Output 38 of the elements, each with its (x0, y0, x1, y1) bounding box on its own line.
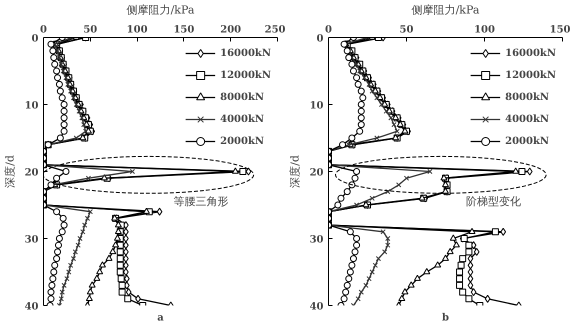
legend-label: 12000kN (220, 70, 271, 80)
text: a (157, 312, 164, 324)
y-tick-label: 20 (310, 168, 324, 178)
legend-label: 8000kN (505, 92, 550, 102)
y-tick-label: 10 (310, 100, 324, 112)
annotation: 等腰三角形 (173, 194, 228, 208)
legend-label: 8000kN (220, 92, 264, 102)
x-tick-label: 0 (325, 24, 332, 36)
y-tick-label: 10 (24, 100, 39, 112)
legend-label: 16000kN (505, 48, 556, 58)
legend-label: 4000kN (505, 114, 550, 124)
y-axis-title: 深度/d (4, 155, 17, 188)
x-axis-title: 侧摩阻力/kPa (412, 4, 480, 16)
x-tick-label: 150 (550, 24, 571, 36)
legend-label: 12000kN (505, 70, 556, 80)
y-tick-label: 30 (310, 234, 324, 246)
y-tick-label: 40 (310, 302, 324, 312)
x-tick-label: 50 (400, 24, 414, 36)
y-tick-label: 20 (24, 168, 39, 178)
y-tick-label: 40 (24, 302, 39, 312)
x-tick-label: 250 (264, 24, 286, 36)
legend-label: 16000kN (220, 48, 271, 58)
y-tick-label: 30 (24, 234, 39, 246)
x-tick-label: 200 (220, 24, 242, 36)
legend-label: 2000kN (505, 136, 550, 146)
y-tick-label: 0 (316, 34, 324, 44)
y-tick-label: 0 (32, 34, 39, 44)
y-axis-title: 深度/d (288, 155, 302, 188)
legend-label: 4000kN (220, 114, 264, 124)
x-tick-label: 100 (126, 24, 148, 36)
x-tick-label: 50 (83, 24, 98, 36)
legend-label: 2000kN (220, 136, 264, 146)
x-axis-title: 侧摩阻力/kPa (126, 4, 195, 16)
x-tick-label: 100 (474, 24, 495, 36)
annotation: 阶梯型变化 (466, 194, 521, 208)
x-tick-label: 150 (173, 24, 194, 36)
text: b (442, 312, 450, 324)
x-tick-label: 0 (40, 24, 48, 36)
